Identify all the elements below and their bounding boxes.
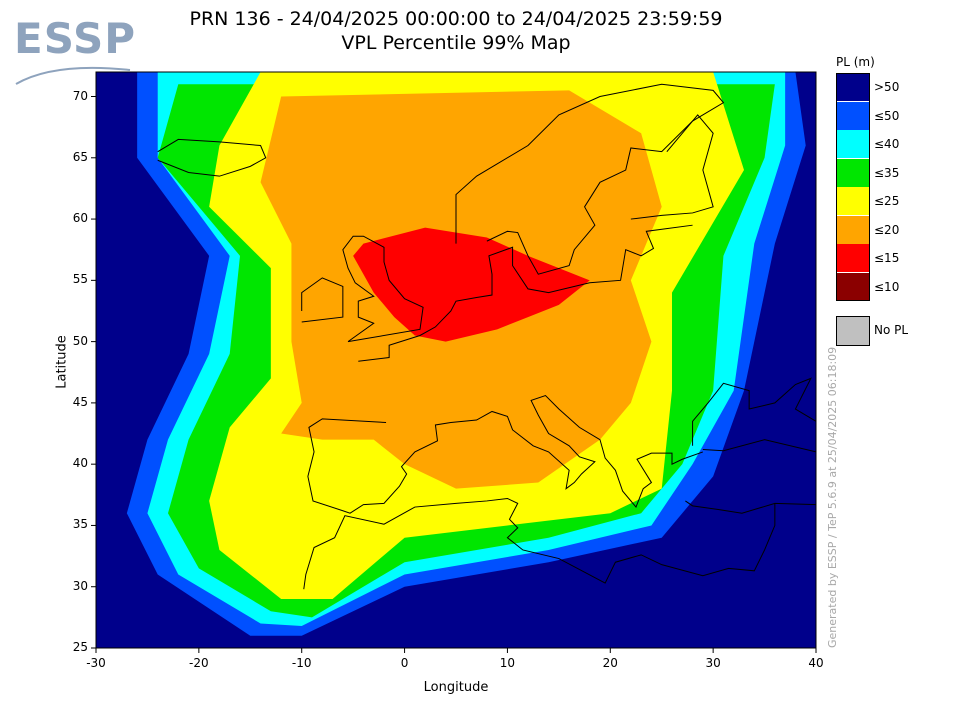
x-tick-label: 0 xyxy=(400,656,409,670)
y-tick-label: 30 xyxy=(72,578,88,593)
legend-swatch xyxy=(836,158,870,187)
coast-continent-north xyxy=(358,224,693,362)
generated-credit: Generated by ESSP / TeP 5.6.9 at 25/04/2… xyxy=(826,346,839,648)
y-tick-label: 35 xyxy=(72,517,88,532)
legend-label: ≤50 xyxy=(874,108,900,123)
legend-swatch xyxy=(836,272,870,301)
y-axis-label: Latitude xyxy=(54,335,70,389)
x-tick-label: -30 xyxy=(86,656,106,670)
coast-africa xyxy=(303,497,776,590)
coast-ireland xyxy=(301,277,344,323)
y-tick-label: 70 xyxy=(72,88,88,103)
y-tick-label: 25 xyxy=(72,640,88,654)
legend-label: ≤20 xyxy=(874,222,900,237)
x-tick-label: 40 xyxy=(808,656,824,670)
coast-scandinavia xyxy=(455,83,725,275)
x-tick-label: 30 xyxy=(705,656,721,670)
legend-swatch xyxy=(836,187,870,215)
legend-swatch xyxy=(836,73,870,101)
coast-iberia xyxy=(307,394,704,514)
y-tick-label: 60 xyxy=(72,211,88,226)
legend-label: ≤15 xyxy=(874,251,900,265)
map-subtitle: VPL Percentile 99% Map xyxy=(341,32,571,54)
essp-logo-text: ESSP xyxy=(14,14,137,63)
legend-swatch xyxy=(836,215,870,244)
map-title: PRN 136 - 24/04/2025 00:00:00 to 24/04/2… xyxy=(189,8,723,30)
map-frame xyxy=(95,71,817,649)
coast-britain xyxy=(342,235,424,343)
legend-swatch xyxy=(836,244,870,272)
coast-finland xyxy=(630,114,714,220)
x-tick-label: 10 xyxy=(499,656,516,670)
legend-swatch xyxy=(836,130,870,158)
x-tick-label: 20 xyxy=(602,656,618,670)
essp-logo: ESSP xyxy=(14,14,137,85)
legend-swatch-no-pl xyxy=(836,316,870,346)
x-tick-label: -10 xyxy=(291,656,312,670)
coast-turkey xyxy=(685,500,817,514)
y-tick-label: 65 xyxy=(72,149,88,164)
legend-label: ≤25 xyxy=(874,194,900,208)
coast-iceland xyxy=(157,138,267,177)
y-tick-label: 50 xyxy=(72,333,88,348)
legend-label: ≤35 xyxy=(874,165,900,180)
coast-blacksea xyxy=(692,377,817,453)
legend-swatch xyxy=(836,101,870,130)
legend-label: >50 xyxy=(874,80,900,94)
legend-label: ≤10 xyxy=(874,279,900,294)
logo-swoosh-icon xyxy=(15,66,131,85)
y-tick-label: 40 xyxy=(72,456,88,471)
y-tick-label: 45 xyxy=(72,394,88,409)
legend-title: PL (m) xyxy=(836,55,875,69)
band-le15 xyxy=(353,227,590,342)
y-tick-label: 55 xyxy=(72,272,88,287)
legend-label: ≤40 xyxy=(874,137,900,151)
x-tick-label: -20 xyxy=(189,656,209,670)
legend-label-no-pl: No PL xyxy=(874,323,909,337)
x-axis-label: Longitude xyxy=(423,680,489,695)
